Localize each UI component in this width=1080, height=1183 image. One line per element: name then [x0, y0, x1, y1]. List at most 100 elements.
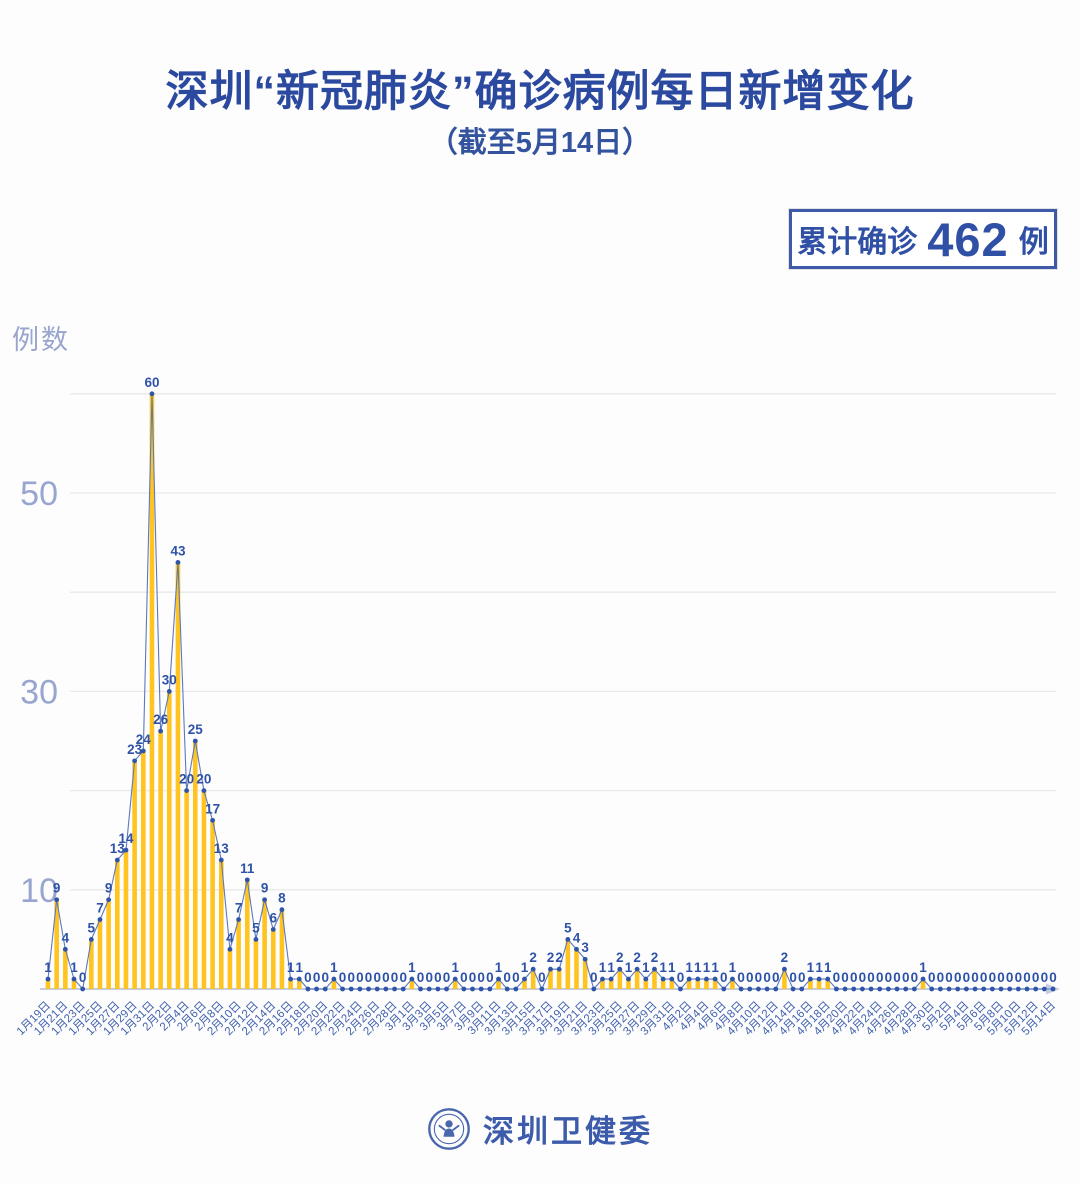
svg-text:20: 20 — [179, 772, 194, 787]
svg-text:0: 0 — [1015, 970, 1023, 985]
svg-text:1: 1 — [807, 960, 815, 975]
svg-text:0: 0 — [391, 970, 399, 985]
svg-text:0: 0 — [373, 970, 381, 985]
svg-text:5: 5 — [564, 920, 572, 935]
svg-text:1: 1 — [625, 960, 633, 975]
svg-text:0: 0 — [1041, 970, 1049, 985]
footer-source-name: 深圳卫健委 — [483, 1114, 653, 1149]
svg-text:0: 0 — [867, 970, 875, 985]
svg-text:5: 5 — [252, 920, 260, 935]
svg-text:50: 50 — [20, 475, 58, 513]
svg-text:23: 23 — [127, 742, 143, 757]
svg-text:0: 0 — [417, 970, 425, 985]
svg-text:0: 0 — [989, 970, 997, 985]
svg-text:8: 8 — [278, 891, 286, 906]
page-title: 深圳“新冠肺炎”确诊病例每日新增变化 — [165, 68, 915, 116]
svg-text:1: 1 — [685, 960, 693, 975]
svg-text:0: 0 — [876, 970, 884, 985]
svg-text:0: 0 — [789, 970, 797, 985]
svg-text:0: 0 — [772, 970, 780, 985]
cumulative-total-badge: 累计确诊 462 例 — [789, 209, 1057, 269]
svg-text:14: 14 — [118, 831, 134, 846]
page-subtitle: （截至5月14日） — [428, 127, 652, 159]
svg-text:2: 2 — [633, 950, 641, 965]
svg-text:0: 0 — [737, 970, 745, 985]
svg-text:0: 0 — [339, 970, 347, 985]
svg-text:0: 0 — [677, 970, 685, 985]
svg-text:0: 0 — [365, 970, 373, 985]
svg-text:0: 0 — [954, 970, 962, 985]
svg-text:17: 17 — [205, 801, 220, 816]
svg-text:0: 0 — [443, 970, 451, 985]
svg-text:13: 13 — [214, 841, 230, 856]
svg-text:0: 0 — [1023, 970, 1031, 985]
y-axis-title: 例数 — [12, 325, 70, 355]
svg-text:1: 1 — [642, 960, 650, 975]
svg-text:0: 0 — [798, 970, 806, 985]
svg-text:1: 1 — [711, 960, 719, 975]
svg-text:0: 0 — [313, 970, 321, 985]
svg-text:0: 0 — [590, 970, 598, 985]
svg-text:1: 1 — [694, 960, 702, 975]
svg-text:0: 0 — [945, 970, 953, 985]
svg-text:2: 2 — [547, 950, 555, 965]
svg-text:1: 1 — [599, 960, 607, 975]
svg-text:2: 2 — [616, 950, 624, 965]
svg-text:1: 1 — [659, 960, 667, 975]
svg-text:30: 30 — [162, 672, 177, 687]
svg-text:1: 1 — [607, 960, 615, 975]
svg-text:24: 24 — [136, 732, 152, 747]
svg-text:1: 1 — [495, 960, 503, 975]
footer-source: 深圳卫健委 — [0, 1106, 1080, 1151]
svg-text:0: 0 — [79, 970, 87, 985]
svg-text:0: 0 — [434, 970, 442, 985]
svg-text:0: 0 — [460, 970, 468, 985]
svg-text:1: 1 — [295, 960, 303, 975]
svg-text:9: 9 — [105, 881, 113, 896]
svg-text:1: 1 — [668, 960, 676, 975]
svg-text:1: 1 — [408, 960, 416, 975]
svg-text:0: 0 — [893, 970, 901, 985]
svg-text:26: 26 — [153, 712, 169, 727]
svg-text:0: 0 — [399, 970, 407, 985]
svg-text:5: 5 — [88, 920, 96, 935]
health-commission-logo-icon — [428, 1107, 470, 1150]
svg-text:1: 1 — [703, 960, 711, 975]
svg-text:7: 7 — [96, 901, 104, 916]
svg-text:0: 0 — [382, 970, 390, 985]
svg-text:0: 0 — [746, 970, 754, 985]
badge-count-value: 462 — [927, 212, 1009, 266]
svg-text:0: 0 — [980, 970, 988, 985]
svg-text:0: 0 — [971, 970, 979, 985]
svg-text:20: 20 — [196, 772, 211, 787]
svg-text:1: 1 — [287, 960, 295, 975]
svg-text:9: 9 — [261, 881, 269, 896]
svg-text:0: 0 — [321, 970, 329, 985]
svg-text:4: 4 — [573, 930, 581, 945]
svg-text:3: 3 — [581, 940, 589, 955]
svg-text:0: 0 — [1006, 970, 1014, 985]
svg-text:0: 0 — [841, 970, 849, 985]
svg-text:1: 1 — [824, 960, 832, 975]
svg-text:4: 4 — [226, 930, 234, 945]
svg-text:0: 0 — [911, 970, 919, 985]
svg-text:0: 0 — [304, 970, 312, 985]
svg-text:10: 10 — [20, 872, 58, 910]
svg-text:7: 7 — [235, 901, 243, 916]
svg-text:0: 0 — [963, 970, 971, 985]
svg-text:0: 0 — [885, 970, 893, 985]
svg-text:0: 0 — [425, 970, 433, 985]
badge-prefix-label: 累计确诊 — [797, 226, 918, 259]
svg-text:6: 6 — [270, 910, 278, 925]
svg-text:0: 0 — [902, 970, 910, 985]
svg-text:0: 0 — [1032, 970, 1040, 985]
svg-text:1: 1 — [815, 960, 823, 975]
svg-text:1: 1 — [919, 960, 927, 975]
svg-text:0: 0 — [997, 970, 1005, 985]
svg-text:0: 0 — [859, 970, 867, 985]
svg-text:0: 0 — [356, 970, 364, 985]
svg-text:0: 0 — [512, 970, 520, 985]
svg-text:25: 25 — [188, 722, 204, 737]
